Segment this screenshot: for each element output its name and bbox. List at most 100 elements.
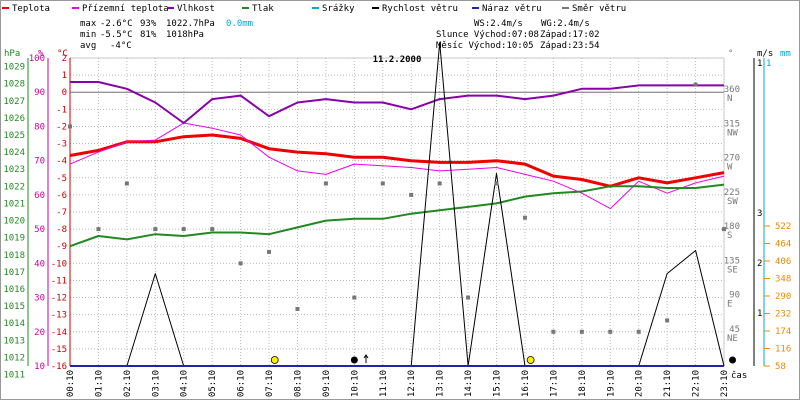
series-ground-line — [69, 122, 725, 210]
wind-direction-point — [267, 249, 272, 254]
moon-marker — [350, 356, 358, 364]
stat-max-hum: 93% — [140, 19, 157, 29]
temp-tick: -16 — [51, 362, 67, 372]
x-tick-label: 19:10 — [606, 370, 616, 397]
wind-gust-info: WG:2.4m/s — [541, 19, 590, 29]
mm2-tick: 522 — [775, 222, 791, 232]
dir-cardinal: S — [727, 231, 732, 241]
pct-tick: 30 — [34, 294, 45, 304]
axis-mm-label: mm — [780, 49, 791, 59]
wind-direction-point — [494, 181, 499, 186]
stat-avg-temp: -4°C — [110, 41, 132, 51]
temp-tick: -14 — [51, 328, 67, 338]
dir-cardinal: SE — [727, 265, 738, 275]
pct-tick: 90 — [34, 88, 45, 98]
x-tick-label: 03:10 — [151, 370, 161, 397]
hpa-tick: 1021 — [3, 199, 25, 209]
hpa-tick: 1016 — [3, 285, 25, 295]
legend-label: Směr větru — [572, 4, 626, 14]
hpa-tick: 1023 — [3, 165, 25, 175]
dir-tick: 360 — [724, 85, 740, 95]
pct-tick: 40 — [34, 259, 45, 269]
axis-dir-label: ° — [728, 49, 733, 59]
wind-direction-point — [352, 295, 357, 300]
stat-min-temp: -5.5°C — [100, 30, 133, 40]
hpa-tick: 1028 — [3, 80, 25, 90]
temp-tick: -8 — [56, 225, 67, 235]
series-wind-line — [70, 42, 725, 367]
dir-cardinal: NW — [727, 128, 738, 138]
wind-direction-point — [210, 227, 215, 232]
wind-direction-point — [181, 227, 186, 232]
temp-tick: -5 — [56, 174, 67, 184]
wind-direction-point — [380, 181, 385, 186]
x-tick-label: 17:10 — [549, 370, 559, 397]
wind-direction-point — [437, 181, 442, 186]
moon-rise: Měsíc Východ:10:05 — [436, 41, 534, 51]
mm2-tick: 174 — [775, 327, 791, 337]
pct-tick: 20 — [34, 328, 45, 338]
legend-label: Tlak — [252, 4, 274, 14]
x-tick-label: 01:10 — [94, 370, 104, 397]
stat-max-rain: 0.0mm — [226, 19, 253, 29]
stat-label: avg — [80, 41, 96, 51]
mm2-tick: 116 — [775, 345, 791, 355]
dir-cardinal: E — [727, 300, 732, 310]
moon-set: Západ:23:54 — [540, 41, 600, 51]
x-tick-label: 18:10 — [578, 370, 588, 397]
x-tick-label: 21:10 — [663, 370, 673, 397]
pct-tick: 100 — [29, 54, 45, 64]
x-tick-label: 09:10 — [322, 370, 332, 397]
hpa-tick: 1018 — [3, 251, 25, 261]
wind-direction-point — [636, 329, 641, 334]
wind-direction-point — [96, 227, 101, 232]
wind-direction-point — [608, 329, 613, 334]
temp-tick: -6 — [56, 191, 67, 201]
ms-tick: 3 — [757, 209, 762, 219]
temp-tick: -1 — [56, 105, 67, 115]
moon-rise-arrow-icon — [363, 354, 369, 363]
pct-tick: 80 — [34, 122, 45, 132]
x-tick-label: 15:10 — [493, 370, 503, 397]
temp-tick: 0 — [62, 88, 67, 98]
wind-speed-info: WS:2.4m/s — [474, 19, 523, 29]
stat-min-hum: 81% — [140, 30, 157, 40]
moon-marker — [729, 356, 737, 364]
hpa-tick: 1011 — [3, 371, 25, 381]
hpa-tick: 1014 — [3, 319, 25, 329]
sun-marker — [270, 356, 279, 364]
x-tick-label: 20:10 — [635, 370, 645, 397]
stat-label: max — [80, 19, 97, 29]
x-tick-label: 10:10 — [350, 370, 360, 397]
sun-rise: Slunce Východ:07:08 — [436, 30, 539, 40]
wind-direction-point — [722, 227, 726, 232]
x-tick-label: 16:10 — [521, 370, 531, 397]
dir-tick: 135 — [724, 256, 740, 266]
wind-direction-point — [68, 124, 72, 129]
temp-tick: -2 — [56, 122, 67, 132]
temp-tick: -15 — [51, 345, 67, 355]
series-press-line — [69, 183, 725, 248]
temp-tick: -13 — [51, 311, 67, 321]
dir-tick: 315 — [724, 119, 740, 129]
hpa-tick: 1012 — [3, 353, 25, 363]
x-axis-unit: čas — [731, 370, 747, 381]
temp-tick: -7 — [56, 208, 67, 218]
wind-direction-point — [522, 215, 527, 220]
temp-tick: -9 — [56, 242, 67, 252]
x-tick-label: 22:10 — [692, 370, 702, 397]
series-hum-line — [70, 81, 724, 124]
hpa-tick: 1020 — [3, 217, 25, 227]
x-tick-label: 05:10 — [208, 370, 218, 397]
axis-pct-label: % — [38, 49, 44, 59]
hpa-tick: 1027 — [3, 97, 25, 107]
pct-tick: 70 — [34, 157, 45, 167]
mm-tick: 1 — [766, 59, 771, 69]
legend-label: Teplota — [12, 4, 50, 14]
stat-label: min — [80, 30, 96, 40]
stat-max-press: 1022.7hPa — [166, 19, 215, 29]
hpa-tick: 1026 — [3, 114, 25, 124]
temp-tick: -4 — [56, 157, 67, 167]
